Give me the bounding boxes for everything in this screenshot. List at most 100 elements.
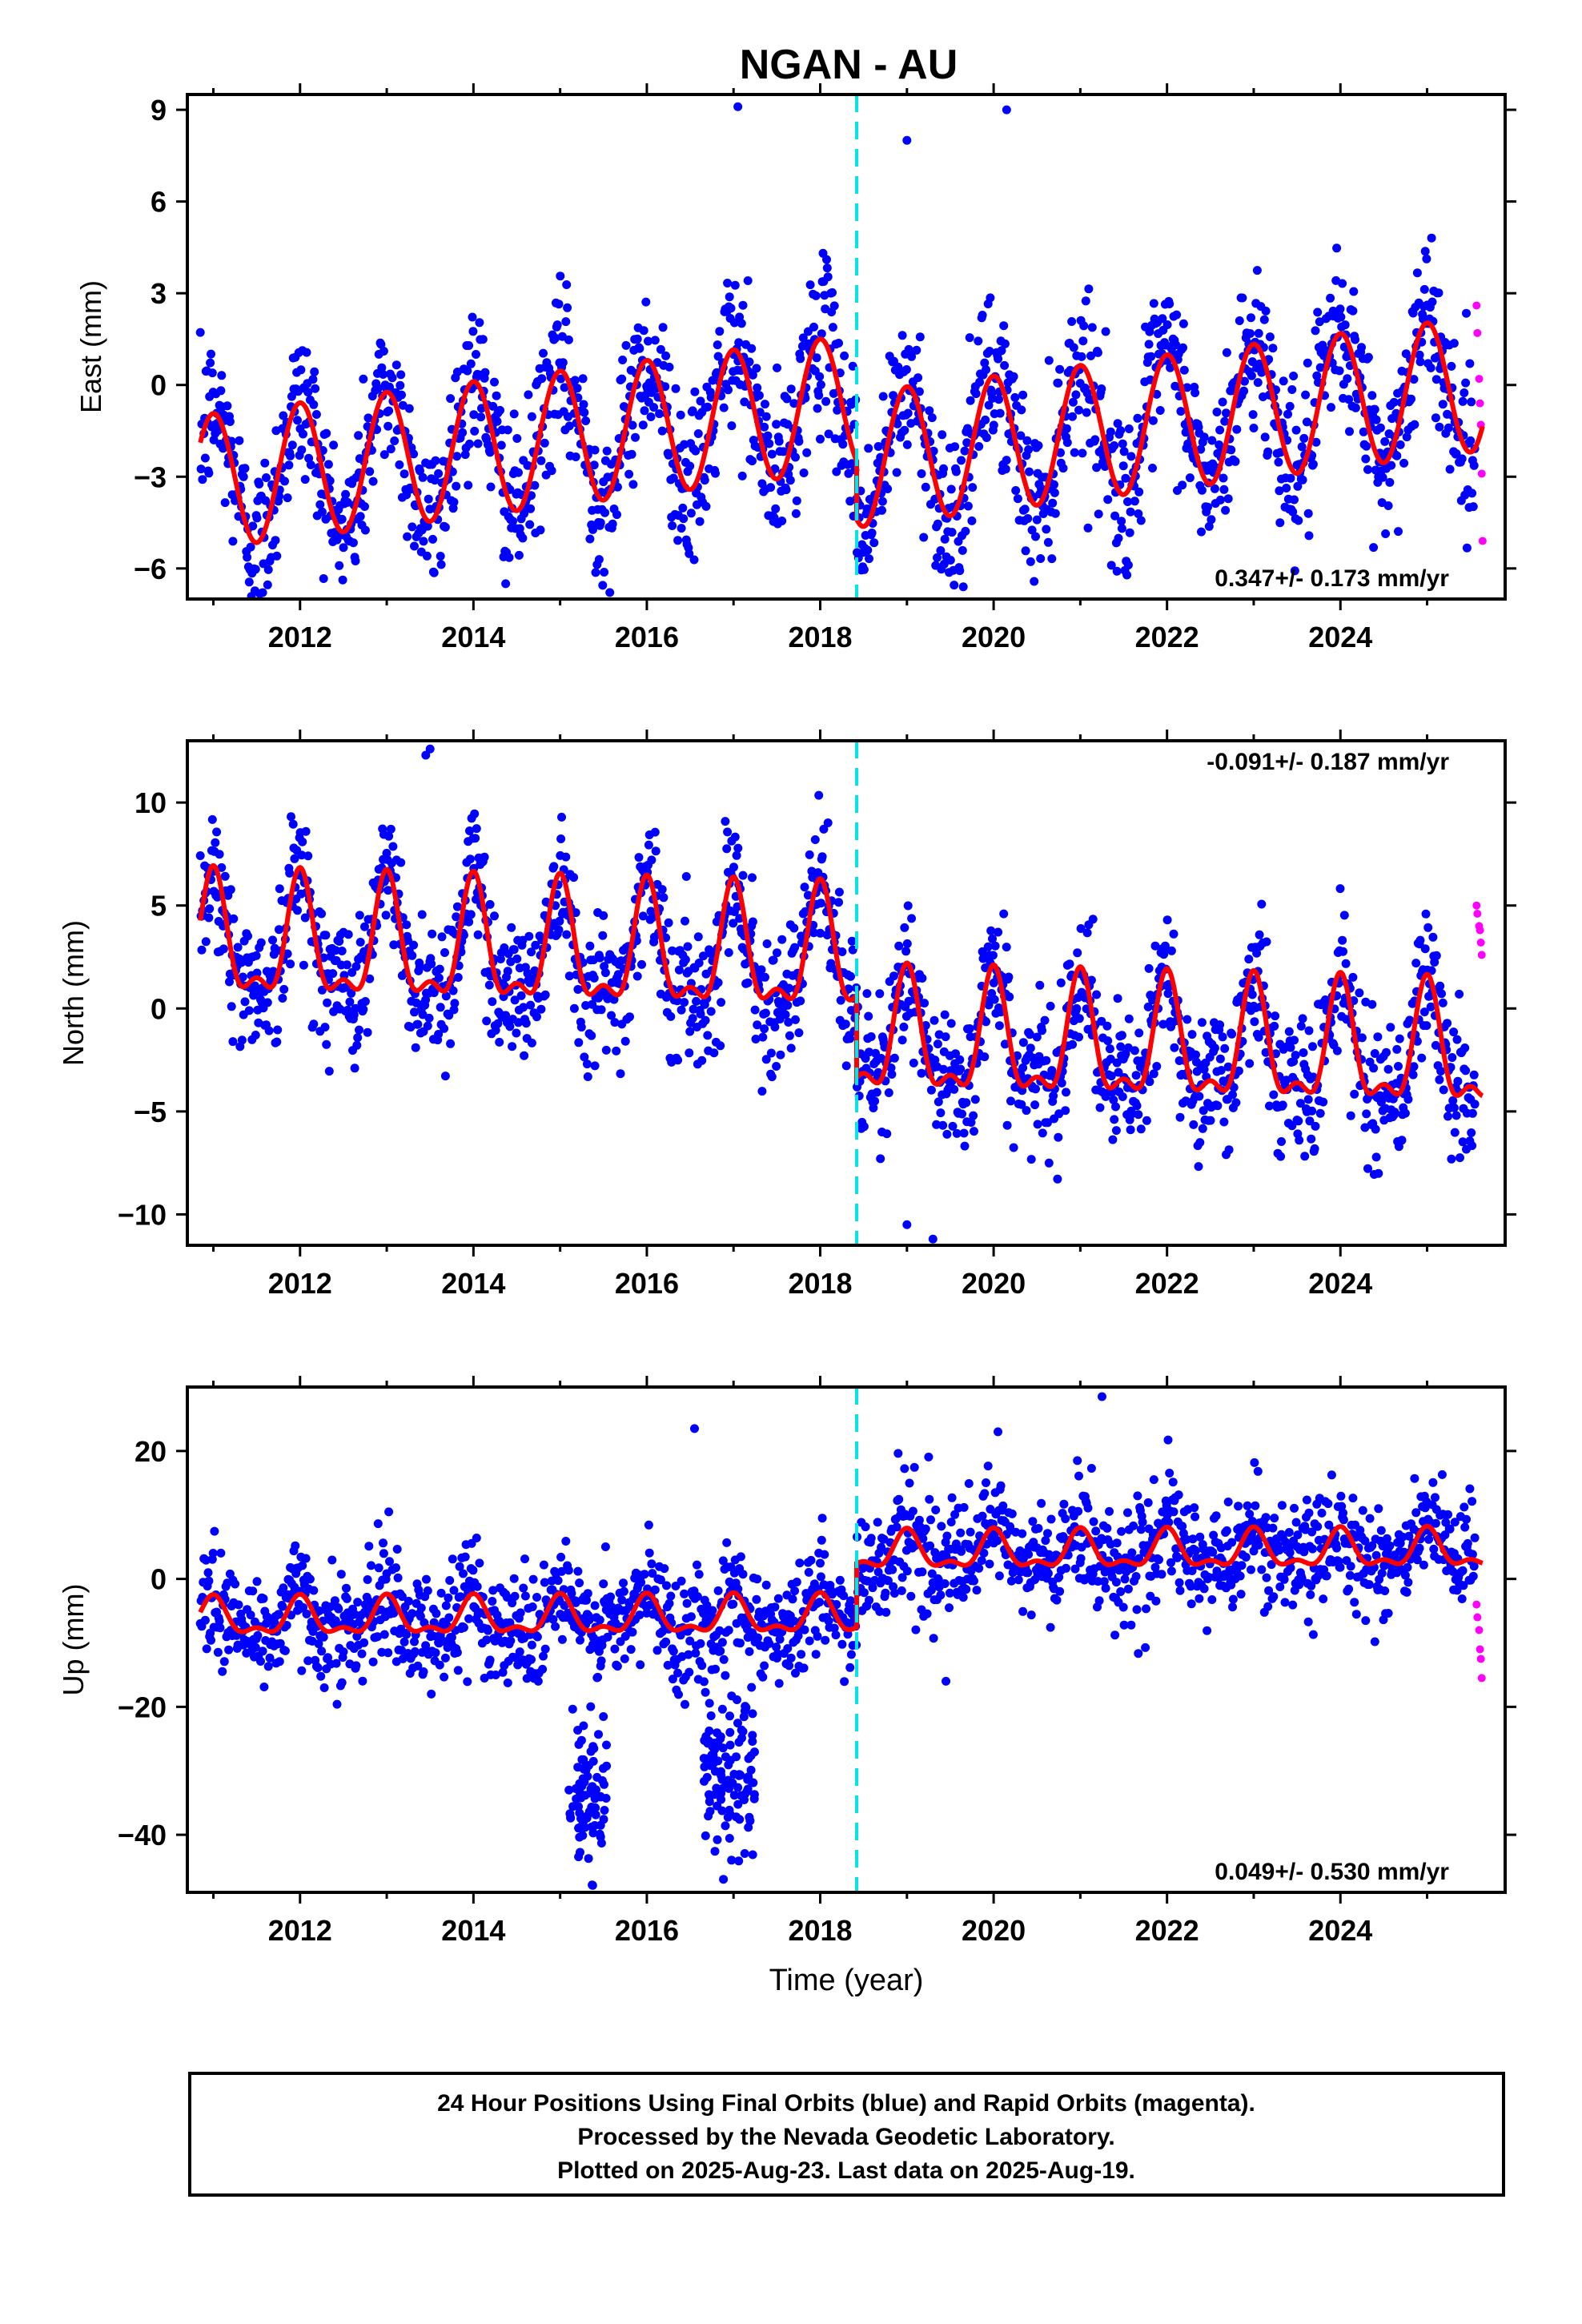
- north-final-point: [1295, 1099, 1305, 1108]
- up-final-point: [817, 1535, 826, 1545]
- east-final-point: [1031, 532, 1040, 541]
- east-final-point: [1371, 415, 1381, 424]
- east-final-point: [814, 391, 824, 400]
- up-final-point: [918, 1534, 928, 1543]
- east-final-point: [1086, 351, 1095, 360]
- up-final-point: [422, 1574, 431, 1584]
- east-final-point: [1227, 445, 1236, 455]
- east-final-point: [354, 431, 363, 440]
- up-final-point: [909, 1462, 919, 1472]
- up-final-point: [816, 1572, 825, 1582]
- chart-title: NGAN - AU: [740, 42, 958, 88]
- east-final-point: [1282, 484, 1291, 493]
- north-final-point: [237, 1035, 247, 1045]
- up-final-point: [309, 1586, 319, 1595]
- up-final-point: [644, 1548, 654, 1558]
- east-final-point: [598, 581, 608, 590]
- north-final-point: [1018, 1063, 1028, 1072]
- north-final-point: [322, 1039, 331, 1049]
- north-final-point: [1175, 1112, 1185, 1122]
- east-final-point: [409, 449, 419, 459]
- north-final-point: [384, 831, 394, 841]
- east-final-point: [1155, 406, 1165, 415]
- up-final-point: [824, 1616, 833, 1626]
- up-final-point: [528, 1574, 538, 1584]
- north-final-point: [1350, 1089, 1359, 1099]
- up-final-point: [353, 1598, 363, 1607]
- east-final-point: [390, 436, 400, 445]
- up-final-point: [488, 1586, 498, 1595]
- east-final-point: [658, 323, 668, 332]
- up-final-point: [527, 1640, 536, 1650]
- east-final-point: [833, 405, 842, 415]
- east-final-point: [955, 566, 965, 576]
- north-final-point: [786, 1043, 796, 1053]
- up-final-point: [685, 1667, 694, 1677]
- up-final-point: [510, 1591, 520, 1601]
- up-final-point: [302, 1609, 311, 1618]
- east-xtick-label: 2012: [268, 621, 332, 653]
- east-final-point: [252, 513, 262, 523]
- up-final-point: [620, 1654, 629, 1663]
- up-final-point: [373, 1519, 383, 1529]
- up-final-point: [339, 1647, 348, 1657]
- north-final-point: [595, 953, 604, 963]
- east-final-point: [1081, 296, 1090, 306]
- east-final-point: [1106, 427, 1115, 436]
- north-final-point: [1308, 1072, 1318, 1082]
- east-final-point: [1249, 424, 1259, 432]
- up-final-point: [636, 1660, 645, 1670]
- up-final-point: [201, 1555, 211, 1565]
- north-final-point: [1443, 1112, 1452, 1121]
- north-final-point: [789, 923, 799, 933]
- north-final-point: [417, 910, 427, 919]
- east-final-point: [796, 354, 805, 364]
- east-final-point: [1303, 509, 1313, 518]
- up-final-point: [926, 1515, 935, 1525]
- north-final-point: [345, 997, 355, 1007]
- east-final-point: [329, 440, 339, 450]
- north-final-point: [1299, 1048, 1308, 1057]
- up-final-point: [619, 1586, 628, 1596]
- north-final-point: [994, 927, 1003, 937]
- north-final-point: [355, 1025, 363, 1035]
- east-final-point: [348, 538, 358, 548]
- north-final-point: [674, 965, 684, 975]
- north-final-point: [1215, 1054, 1225, 1063]
- north-final-point: [1130, 1046, 1139, 1055]
- north-final-point: [773, 948, 781, 958]
- up-final-point: [980, 1489, 990, 1498]
- north-final-point: [219, 944, 228, 954]
- up-final-point: [900, 1464, 909, 1474]
- east-final-point: [436, 552, 445, 561]
- north-final-point: [1216, 1066, 1226, 1075]
- east-final-point: [396, 380, 405, 390]
- east-final-point: [1222, 348, 1231, 357]
- east-final-point: [1407, 394, 1415, 404]
- north-final-point: [1452, 1035, 1462, 1044]
- north-final-point: [1277, 1137, 1286, 1146]
- east-final-point: [1118, 461, 1128, 471]
- east-final-point: [907, 352, 917, 361]
- north-final-point: [1228, 1090, 1237, 1100]
- east-final-point: [961, 526, 970, 536]
- north-final-point: [785, 1031, 794, 1040]
- north-final-point: [647, 855, 656, 865]
- north-final-point: [680, 998, 689, 1007]
- up-final-point: [515, 1647, 524, 1657]
- north-final-point: [509, 945, 519, 955]
- east-final-point: [279, 411, 288, 420]
- north-final-point: [956, 1064, 966, 1074]
- north-final-point: [211, 838, 220, 847]
- north-final-point: [549, 862, 559, 871]
- north-final-point: [1038, 1128, 1047, 1138]
- east-final-point: [1415, 350, 1424, 360]
- up-final-point: [652, 1646, 662, 1655]
- up-final-point: [993, 1536, 1002, 1546]
- north-final-point: [1086, 975, 1096, 985]
- north-final-point: [983, 942, 993, 951]
- up-final-point: [590, 1601, 600, 1610]
- north-final-point: [685, 1048, 694, 1058]
- east-outlier-point: [1002, 105, 1011, 115]
- east-final-point: [429, 568, 439, 577]
